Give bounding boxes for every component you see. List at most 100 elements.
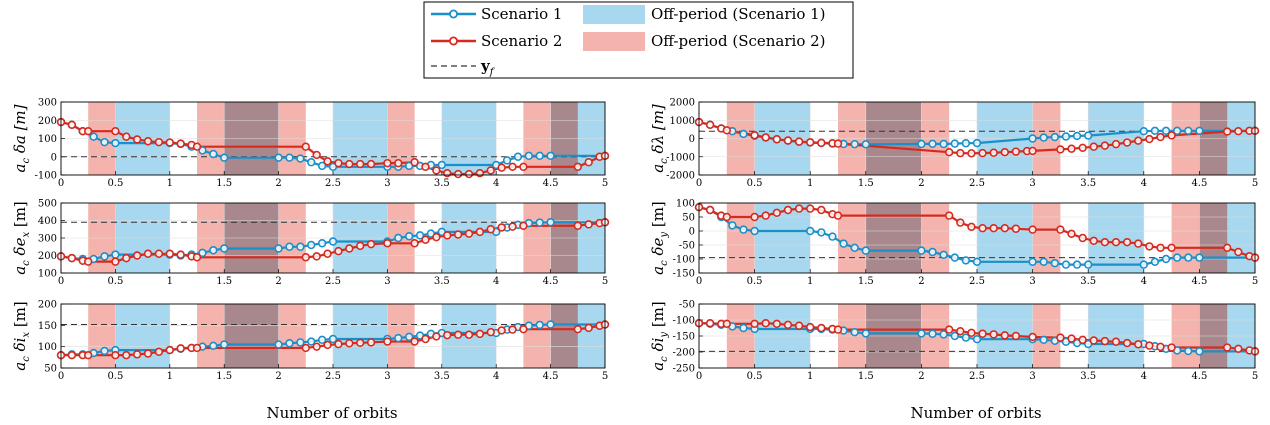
- x-tick-label: 4: [1141, 178, 1147, 189]
- x-tick-label: 0: [58, 371, 64, 382]
- series-point-scenario-1: [404, 332, 414, 342]
- plot-frame: [60, 202, 606, 274]
- series-point-scenario-2: [1167, 343, 1176, 352]
- series-point-scenario-2: [519, 221, 528, 230]
- x-tick-label: 4.5: [543, 178, 559, 189]
- series-point-scenario-1: [850, 243, 859, 253]
- series-point-scenario-2: [301, 343, 310, 353]
- x-tick-label: 4: [493, 178, 499, 189]
- series-point-scenario-2: [967, 222, 976, 232]
- series-point-scenario-1: [1083, 131, 1093, 140]
- series-point-scenario-1: [1195, 253, 1204, 262]
- legend-item-off-period-1: Off-period (Scenario 1): [583, 5, 826, 24]
- off-period-1-band: [333, 304, 388, 368]
- series-point-scenario-2: [978, 224, 987, 233]
- series-point-scenario-1: [828, 232, 837, 241]
- series-point-scenario-2: [345, 244, 354, 253]
- x-tick-label: 0.5: [747, 276, 763, 287]
- series-point-scenario-2: [143, 249, 153, 258]
- series-point-scenario-2: [783, 205, 793, 215]
- legend-item-scenario-1: Scenario 1: [431, 5, 562, 23]
- x-tick-label: 2: [275, 371, 281, 382]
- series-point-scenario-1: [939, 250, 948, 260]
- series-point-scenario-2: [944, 325, 954, 334]
- subplot-dix: 0 0.5 1 1.5 2 2.5 3 3.5 4 4.5 5 50 100 150 200 ac δix […: [11, 300, 610, 382]
- x-tick-label: 2.5: [969, 178, 985, 189]
- y-tick-label: -100: [673, 316, 695, 327]
- x-tick-label: 5: [602, 178, 608, 189]
- x-tick-label: 2.5: [969, 371, 985, 382]
- y-tick-label: 400: [38, 216, 57, 227]
- series-point-scenario-2: [1078, 143, 1087, 153]
- series-point-scenario-2: [1122, 238, 1132, 247]
- plot-frame: [698, 202, 1256, 274]
- series-point-scenario-1: [928, 329, 937, 338]
- series-point-scenario-2: [978, 148, 987, 158]
- y-tick-label: 0: [689, 227, 695, 238]
- x-tick-label: 3: [1029, 276, 1035, 287]
- series-point-scenario-2: [978, 329, 987, 338]
- series-point-scenario-2: [750, 131, 759, 140]
- series-point-scenario-2: [143, 137, 153, 146]
- y-tick-label: 500: [38, 199, 57, 210]
- series-point-scenario-2: [301, 253, 310, 262]
- series-point-scenario-2: [356, 241, 365, 251]
- series-point-scenario-2: [176, 344, 185, 353]
- series-point-scenario-2: [1000, 331, 1009, 340]
- series-point-scenario-1: [739, 323, 748, 333]
- x-tick-label: 1.5: [216, 276, 232, 287]
- series-point-scenario-2: [508, 162, 517, 171]
- series-point-scenario-2: [722, 212, 731, 222]
- y-axis-label-main: δe: [11, 237, 29, 260]
- series-point-scenario-2: [1234, 344, 1243, 353]
- subplot-dex: 0 0.5 1 1.5 2 2.5 3 3.5 4 4.5 5 100 200 300 400 500 ac δ…: [11, 199, 610, 287]
- y-tick-label: 200: [38, 300, 57, 311]
- plot-frame: [698, 303, 1256, 369]
- x-tick-label: 3.5: [434, 178, 450, 189]
- series-point-scenario-1: [939, 139, 948, 149]
- series-point-scenario-1: [415, 231, 425, 240]
- series-point-scenario-1: [535, 320, 544, 330]
- series-point-scenario-2: [334, 339, 343, 349]
- y-axis-label-sub: c: [21, 356, 32, 362]
- series-point-scenario-2: [432, 332, 441, 341]
- series-point-scenario-1: [209, 341, 218, 351]
- series-point-scenario-2: [989, 224, 998, 233]
- series-point-scenario-2: [464, 169, 474, 179]
- series-point-scenario-2: [111, 257, 120, 266]
- plot-frame: [60, 303, 606, 369]
- x-tick-label: 4.5: [1191, 276, 1207, 287]
- series-point-scenario-2: [410, 239, 419, 248]
- legend-label-reference: yf: [480, 57, 496, 78]
- x-tick-label: 3: [1029, 178, 1035, 189]
- series-point-scenario-2: [410, 158, 419, 167]
- series-point-scenario-2: [383, 337, 392, 346]
- series-point-scenario-1: [1161, 126, 1171, 136]
- series-point-scenario-2: [497, 326, 506, 335]
- series-point-scenario-2: [519, 162, 528, 171]
- series-point-scenario-2: [165, 249, 175, 258]
- series-point-scenario-2: [1111, 238, 1121, 247]
- x-tick-label: 2.5: [325, 276, 341, 287]
- y-axis-label-sub2: y: [659, 232, 670, 239]
- x-tick-label: 5: [602, 276, 608, 287]
- series-point-scenario-1: [111, 250, 120, 259]
- series-point-scenario-2: [1122, 338, 1132, 348]
- y-axis-label-main: δi: [649, 337, 667, 356]
- series-point-scenario-2: [443, 330, 452, 340]
- series-point-scenario-2: [497, 223, 506, 232]
- x-tick-label: 3.5: [434, 371, 450, 382]
- series-point-scenario-2: [132, 251, 142, 260]
- y-axis-label-a: a: [11, 266, 29, 275]
- x-tick-label: 0: [58, 276, 64, 287]
- series-point-scenario-1: [1061, 132, 1071, 141]
- y-axis-label: ac δix [m]: [11, 301, 32, 371]
- series-point-scenario-2: [1067, 229, 1076, 239]
- series-point-scenario-2: [475, 329, 485, 339]
- series-point-scenario-2: [443, 231, 452, 240]
- series-point-scenario-2: [772, 208, 782, 218]
- series-point-scenario-2: [453, 230, 463, 239]
- series-point-scenario-1: [111, 138, 120, 148]
- series-point-scenario-2: [122, 351, 131, 360]
- series-point-scenario-2: [833, 139, 843, 148]
